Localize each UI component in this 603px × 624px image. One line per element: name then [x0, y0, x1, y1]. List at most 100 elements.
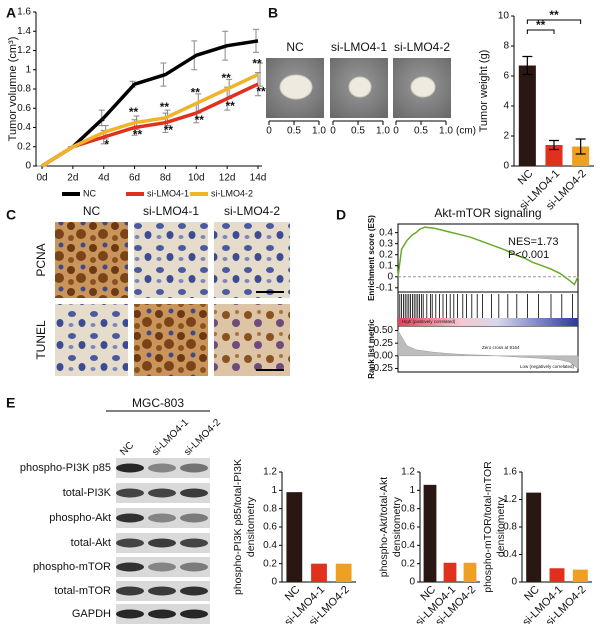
y-tick-label: 0	[511, 577, 517, 588]
y-tick-label: 0.8	[503, 522, 517, 533]
y-tick-label: 0.25	[374, 338, 394, 349]
panel-label: D	[336, 207, 346, 223]
series-line	[41, 39, 259, 168]
row-label: PCNA	[34, 243, 48, 276]
y-axis-title: Tumor volumne (cm³)	[7, 37, 19, 142]
y-axis-title: Tumor weight (g)	[478, 50, 490, 133]
rank-note: Low (negatively correlated)	[520, 364, 575, 369]
y-axis-title: phospho-mTOR/total-mTOR	[482, 461, 494, 593]
column-label: NC	[83, 204, 101, 218]
significance-label: **	[133, 128, 143, 142]
blot-band	[148, 609, 176, 619]
bar	[335, 563, 352, 582]
y-tick-label: 0.4	[401, 540, 415, 551]
tumor	[348, 76, 372, 98]
bar	[423, 484, 437, 582]
panel-label: A	[6, 5, 16, 21]
y-tick-label: 1.4	[17, 26, 31, 37]
blot-band	[116, 562, 144, 572]
ruler-label: 1.0	[439, 126, 453, 137]
rank-area	[397, 329, 579, 369]
blot-band	[148, 463, 176, 473]
blot-band	[180, 463, 208, 473]
bar	[545, 145, 563, 166]
plot-frame	[397, 223, 579, 373]
ihc-image	[55, 304, 128, 376]
blot-strip	[116, 557, 210, 577]
y-tick-label: 0.6	[401, 522, 415, 533]
y-tick-label: 10	[498, 11, 510, 22]
x-tick-label: 2d	[67, 173, 78, 184]
bar	[549, 568, 565, 582]
y-tick-label: 0.1	[379, 260, 393, 271]
blot-band	[148, 586, 176, 596]
ruler-label: 0	[330, 126, 336, 137]
ruler-label: 0.5	[351, 126, 365, 137]
ruler-label: 1.0	[376, 126, 390, 137]
x-tick-label: 10d	[188, 173, 205, 184]
significance-label: **	[195, 113, 205, 127]
y-tick-label: 1.6	[503, 467, 517, 478]
blot-label: total-mTOR	[54, 585, 111, 597]
y-tick-label: 6	[503, 71, 509, 82]
blot-band	[148, 538, 176, 548]
significance-label: **	[256, 84, 266, 98]
blot-label: total-Akt	[71, 537, 111, 549]
y-tick-label: 1	[409, 485, 415, 496]
ihc-image	[134, 222, 208, 298]
significance-label: **	[191, 86, 201, 100]
cell-line: MGC-803	[132, 396, 184, 410]
y-axis-title: phospho-PI3K p85/total-PI3K	[232, 459, 244, 595]
rank-note: Zero cross at 9164	[482, 345, 520, 350]
legend-label: NC	[83, 188, 96, 198]
error-bar	[549, 139, 559, 151]
y-tick-label: 2	[503, 131, 509, 142]
y-tick-label: 0.4	[17, 122, 31, 133]
y-tick-label: 0.2	[17, 141, 31, 152]
es-curve	[397, 226, 579, 286]
y-tick-label: 0	[271, 577, 277, 588]
ruler-label: 0.5	[414, 126, 428, 137]
blot-label: GAPDH	[72, 608, 111, 620]
y-tick-label: 0.2	[263, 558, 277, 569]
y-tick-label: 0.6	[17, 103, 31, 114]
blot-label: phospho-PI3K p85	[20, 462, 111, 474]
annotation: P<0.001	[508, 249, 549, 261]
blot-band	[116, 513, 144, 523]
y-tick-label: 0.8	[263, 503, 277, 514]
y-tick-label: 0.4	[263, 540, 277, 551]
significance-label: **	[164, 123, 174, 137]
column-label: si-LMO4-1	[143, 204, 199, 218]
ruler-unit: (cm)	[456, 126, 476, 137]
x-tick-label: 4d	[98, 173, 109, 184]
significance-label: **	[129, 105, 139, 119]
y-tick-label: 0.2	[379, 249, 393, 260]
y-tick-label: 0	[409, 577, 415, 588]
ruler-label: 0	[393, 126, 399, 137]
lane-label: NC	[118, 440, 136, 458]
y-tick-label: 0	[503, 161, 509, 172]
ruler-label: 0	[266, 126, 272, 137]
legend-label: si-LMO4-1	[147, 188, 189, 198]
significance-label: **	[252, 57, 262, 71]
y-tick-label: 0.6	[263, 522, 277, 533]
y-tick-label: 1.2	[401, 467, 415, 478]
y-tick-label: 1	[25, 64, 31, 75]
bar	[518, 65, 536, 166]
image-label: si-LMO4-2	[394, 40, 450, 54]
significance-label: **	[225, 99, 235, 113]
annotation: NES=1.73	[508, 236, 558, 248]
y-tick-label: 4	[503, 101, 509, 112]
y-tick-label: 0.00	[374, 350, 394, 361]
y-tick-label: 0.50	[374, 325, 394, 336]
x-tick-label: 12d	[219, 173, 236, 184]
blot-band	[180, 562, 208, 572]
bar	[572, 569, 588, 582]
significance-label: *	[100, 114, 105, 128]
tumor	[410, 76, 436, 98]
ruler-label: 1.0	[312, 126, 326, 137]
blot-band	[148, 488, 176, 498]
error-bar	[575, 138, 586, 155]
significance-label: *	[104, 137, 109, 151]
